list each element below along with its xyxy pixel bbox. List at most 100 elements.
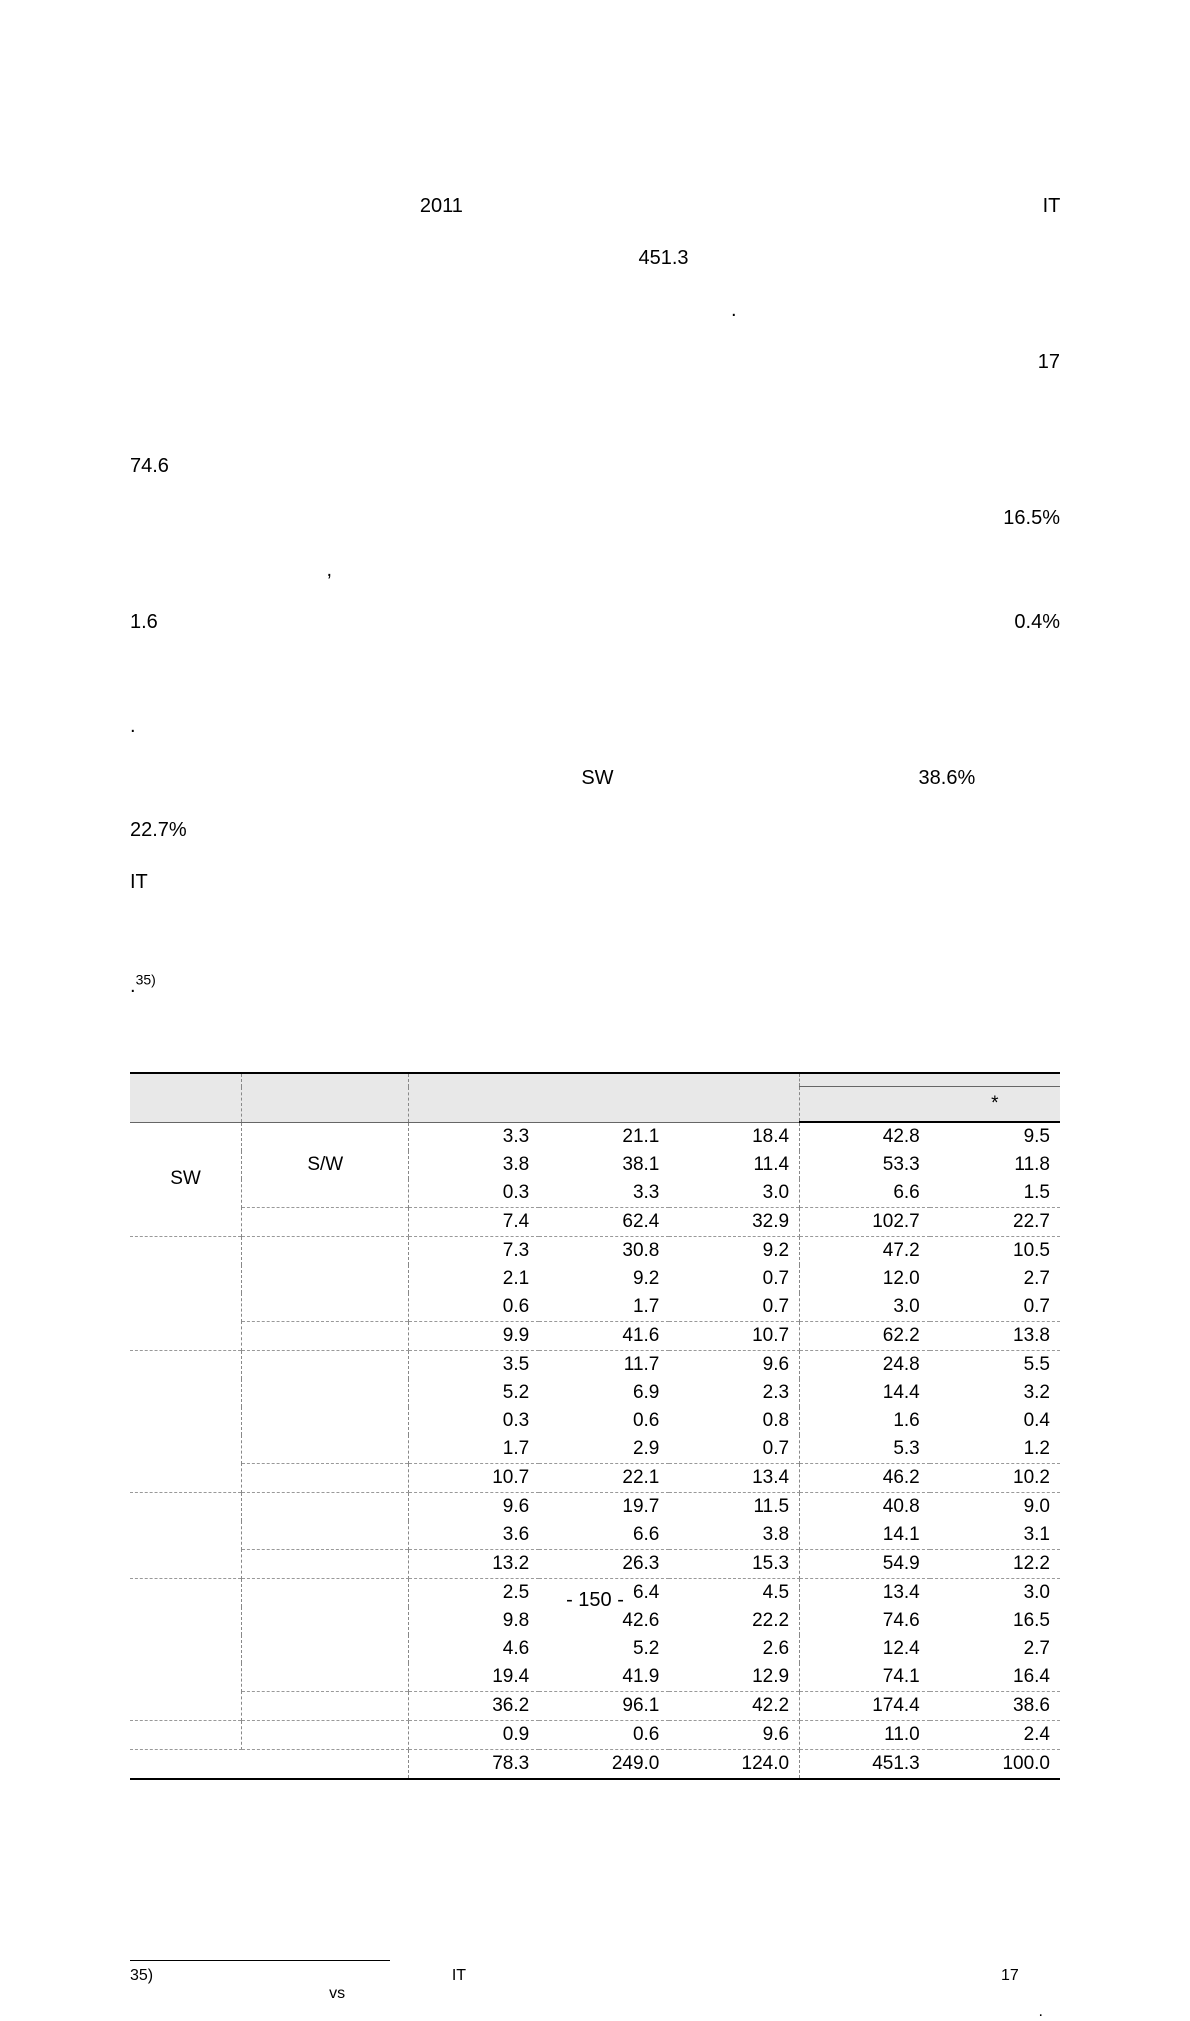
- table-cell: 10.7: [669, 1322, 799, 1351]
- subtotal-row: 9.941.610.762.213.8: [130, 1322, 1060, 1351]
- table-cell: 47.2: [800, 1237, 930, 1266]
- table-cell: 62.2: [800, 1322, 930, 1351]
- footnote-separator: [130, 1960, 390, 1961]
- table-cell: 6.9: [539, 1379, 669, 1407]
- table-cell: 11.8: [930, 1151, 1060, 1179]
- text: [130, 923, 1190, 945]
- row-label: [242, 1635, 409, 1663]
- table-cell: 10.2: [930, 1464, 1060, 1493]
- table-cell: 22.1: [539, 1464, 669, 1493]
- text: [475, 195, 1031, 217]
- table-row: 0.61.70.73.00.7: [130, 1293, 1060, 1322]
- text: 2011: [420, 195, 463, 217]
- table-cell: 9.2: [669, 1237, 799, 1266]
- data-table: * SW3.321.118.442.89.5S/W3.838.111.453.3…: [130, 1072, 1060, 1780]
- table-cell: 1.7: [409, 1435, 539, 1464]
- table-cell: 12.9: [669, 1663, 799, 1692]
- table-cell: 13.2: [409, 1550, 539, 1579]
- text: [205, 611, 966, 633]
- text: 0.4%: [1014, 611, 1060, 633]
- table-row: S/W3.838.111.453.311.8: [130, 1151, 1060, 1179]
- table-cell: 0.7: [930, 1293, 1060, 1322]
- table-cell: 14.4: [800, 1379, 930, 1407]
- category-label: [130, 1721, 242, 1750]
- table-cell: 6.6: [800, 1179, 930, 1208]
- table-cell: 21.1: [539, 1122, 669, 1151]
- text: [166, 1967, 440, 1984]
- table-cell: 9.6: [669, 1351, 799, 1380]
- text: .: [731, 299, 737, 321]
- table-cell: 2.6: [669, 1635, 799, 1663]
- category-label: SW: [130, 1122, 242, 1237]
- table-cell: 5.2: [409, 1379, 539, 1407]
- text: IT: [130, 871, 147, 893]
- table-cell: 2.1: [409, 1265, 539, 1293]
- table-cell: 3.0: [800, 1293, 930, 1322]
- table-cell: 249.0: [539, 1750, 669, 1780]
- text: vs: [329, 1985, 345, 2002]
- table-cell: 451.3: [800, 1750, 930, 1780]
- table-row: 3.511.79.624.85.5: [130, 1351, 1060, 1380]
- table-cell: 3.0: [669, 1179, 799, 1208]
- table-cell: 13.4: [669, 1464, 799, 1493]
- table-cell: 5.2: [539, 1635, 669, 1663]
- table-cell: 2.7: [930, 1635, 1060, 1663]
- table-cell: 11.0: [800, 1721, 930, 1750]
- table-cell: 6.6: [539, 1521, 669, 1550]
- table-cell: 13.8: [930, 1322, 1060, 1351]
- text: [130, 767, 569, 789]
- table-cell: 16.4: [930, 1663, 1060, 1692]
- table-cell: 41.9: [539, 1663, 669, 1692]
- table-cell: 19.4: [409, 1663, 539, 1692]
- table-header-star: *: [930, 1087, 1060, 1123]
- row-label: [242, 1351, 409, 1380]
- row-label: [242, 1179, 409, 1208]
- subtotal-row: 7.462.432.9102.722.7: [130, 1208, 1060, 1237]
- table-row: 2.19.20.712.02.7: [130, 1265, 1060, 1293]
- table-cell: 1.7: [539, 1293, 669, 1322]
- table-cell: 0.8: [669, 1407, 799, 1435]
- table-cell: 24.8: [800, 1351, 930, 1380]
- footnote-num: 35): [130, 1967, 153, 1984]
- table-cell: 100.0: [930, 1750, 1060, 1780]
- table-cell: 0.7: [669, 1435, 799, 1464]
- table-cell: 1.5: [930, 1179, 1060, 1208]
- text: [130, 507, 989, 529]
- text: [130, 247, 627, 269]
- footnote-ref: 35): [136, 971, 156, 987]
- table-cell: 38.1: [539, 1151, 669, 1179]
- table-cell: 2.9: [539, 1435, 669, 1464]
- row-label: [242, 1550, 409, 1579]
- row-label: [242, 1293, 409, 1322]
- table-row: 1.72.90.75.31.2: [130, 1435, 1060, 1464]
- table-header: [669, 1073, 799, 1122]
- table-header: [800, 1073, 1060, 1087]
- text: 16.5%: [1003, 507, 1060, 529]
- table-row: 19.441.912.974.116.4: [130, 1663, 1060, 1692]
- table-cell: 3.5: [409, 1351, 539, 1380]
- row-label: [242, 1407, 409, 1435]
- body-paragraph: 2011 IT 451.3 . 17: [130, 180, 1060, 1012]
- table-cell: 32.9: [669, 1208, 799, 1237]
- text: [130, 403, 1190, 425]
- table-cell: 41.6: [539, 1322, 669, 1351]
- table-header: [800, 1087, 930, 1123]
- table-cell: 96.1: [539, 1692, 669, 1721]
- text: 22.7%: [130, 819, 187, 841]
- text: 74.6: [130, 455, 169, 477]
- table-cell: 15.3: [669, 1550, 799, 1579]
- table-cell: 2.7: [930, 1265, 1060, 1293]
- table-cell: 9.6: [409, 1493, 539, 1522]
- table-cell: 0.7: [669, 1265, 799, 1293]
- table-row: 9.619.711.540.89.0: [130, 1493, 1060, 1522]
- table-cell: 5.5: [930, 1351, 1060, 1380]
- total-row: 78.3249.0124.0451.3100.0: [130, 1750, 1060, 1780]
- table-cell: 0.4: [930, 1407, 1060, 1435]
- table-row: 0.90.69.611.02.4: [130, 1721, 1060, 1750]
- text: [130, 351, 973, 373]
- table-cell: 0.6: [539, 1407, 669, 1435]
- row-label: [242, 1521, 409, 1550]
- table-cell: 9.0: [930, 1493, 1060, 1522]
- table-row: 0.30.60.81.60.4: [130, 1407, 1060, 1435]
- table-cell: 2.4: [930, 1721, 1060, 1750]
